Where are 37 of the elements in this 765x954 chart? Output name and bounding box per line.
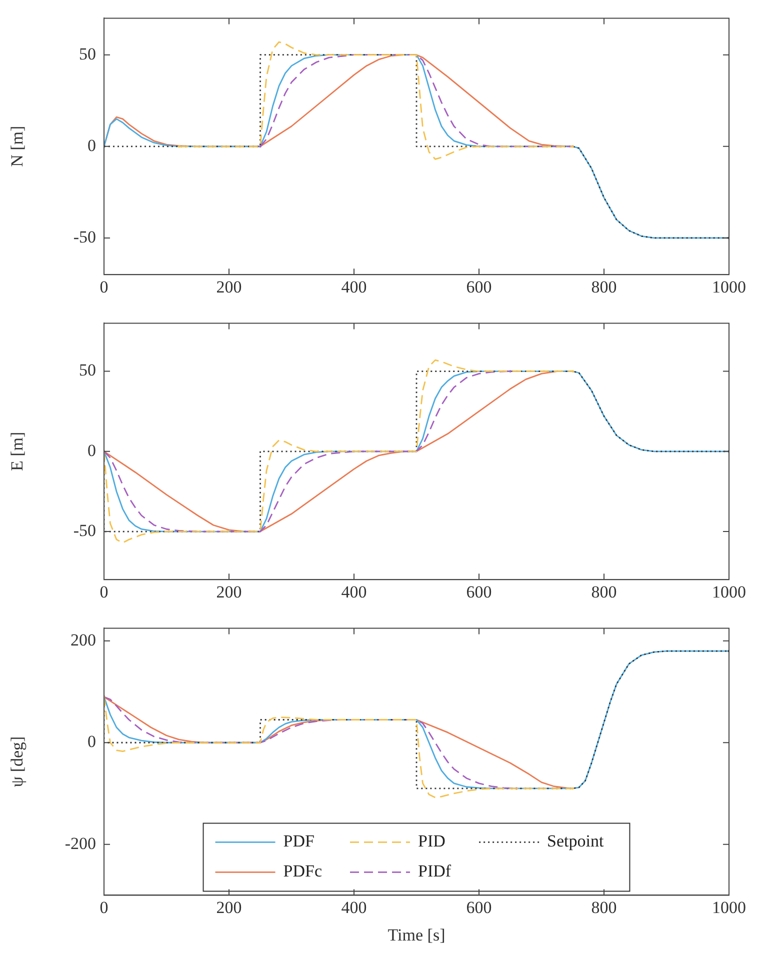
x-tick-label: 1000 — [712, 277, 746, 296]
legend-label: Setpoint — [547, 832, 604, 851]
x-tick-label: 800 — [591, 898, 617, 917]
y-tick-label: -50 — [73, 227, 96, 246]
x-tick-label: 1000 — [712, 582, 746, 602]
y-axis-title: E [m] — [8, 432, 27, 471]
y-tick-label: 200 — [70, 630, 96, 650]
y-tick-label: 50 — [79, 44, 96, 64]
x-tick-label: 800 — [591, 277, 617, 296]
x-tick-label: 0 — [100, 277, 108, 296]
x-tick-label: 200 — [216, 582, 242, 602]
x-tick-label: 600 — [466, 277, 492, 296]
x-tick-label: 400 — [341, 277, 367, 296]
x-tick-label: 0 — [100, 898, 108, 917]
x-tick-label: 200 — [216, 898, 242, 917]
y-tick-label: -50 — [73, 520, 96, 540]
legend-label: PDFc — [283, 862, 322, 881]
x-axis-title: Time [s] — [388, 925, 446, 944]
x-tick-label: 600 — [466, 898, 492, 917]
y-tick-label: 50 — [79, 360, 96, 380]
y-axis-title: ψ [deg] — [8, 736, 27, 788]
y-tick-label: -200 — [64, 834, 96, 853]
legend-label: PID — [418, 832, 446, 851]
legend-label: PDF — [283, 832, 314, 851]
x-tick-label: 600 — [466, 582, 492, 602]
y-axis-title: N [m] — [8, 126, 27, 167]
x-tick-label: 800 — [591, 582, 617, 602]
y-tick-label: 0 — [88, 732, 96, 752]
x-tick-label: 400 — [341, 582, 367, 602]
x-tick-label: 400 — [341, 898, 367, 917]
legend-label: PIDf — [418, 862, 452, 881]
x-tick-label: 0 — [100, 582, 108, 602]
y-tick-label: 0 — [88, 136, 96, 155]
line-series — [178, 41, 574, 160]
y-tick-label: 0 — [88, 440, 96, 460]
x-tick-label: 200 — [216, 277, 242, 296]
x-tick-label: 1000 — [712, 898, 746, 917]
